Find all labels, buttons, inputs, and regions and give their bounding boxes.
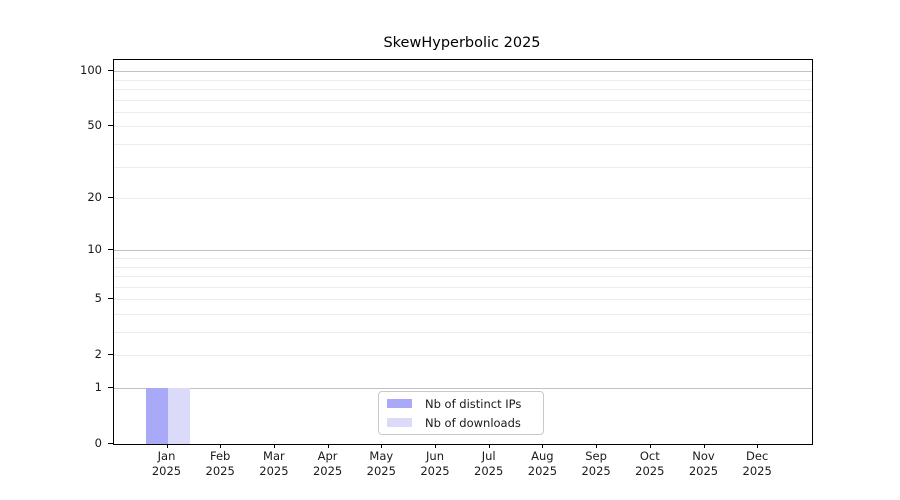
legend-item-downloads: Nb of downloads xyxy=(387,415,543,431)
legend: Nb of distinct IPs Nb of downloads xyxy=(378,391,544,435)
legend-swatch-distinct-ips xyxy=(387,399,412,408)
y-tick-label: 0 xyxy=(94,436,102,450)
x-tick-month: Feb xyxy=(210,449,231,463)
x-tick-label: Sep 2025 xyxy=(568,449,624,479)
x-tick-month: Jun xyxy=(426,449,444,463)
x-tick-label: Jun 2025 xyxy=(407,449,463,479)
legend-label-distinct-ips: Nb of distinct IPs xyxy=(425,396,522,411)
y-tick-mark xyxy=(108,125,113,127)
y-tick-label: 1 xyxy=(94,380,102,394)
minor-gridline xyxy=(114,276,812,277)
x-tick-year: 2025 xyxy=(259,464,289,478)
x-tick-label: Aug 2025 xyxy=(514,449,570,479)
minor-gridline xyxy=(114,198,812,200)
minor-gridline xyxy=(114,258,812,259)
x-tick-mark xyxy=(703,444,705,448)
minor-gridline xyxy=(114,332,812,333)
x-tick-label: Feb 2025 xyxy=(192,449,248,479)
y-tick-mark xyxy=(108,387,113,388)
x-tick-label: Mar 2025 xyxy=(246,449,302,479)
x-tick-label: Oct 2025 xyxy=(622,449,678,479)
major-gridline xyxy=(114,388,812,389)
minor-gridline xyxy=(114,286,812,288)
x-tick-month: Sep xyxy=(585,449,607,463)
x-tick-label: Apr 2025 xyxy=(300,449,356,479)
x-tick-year: 2025 xyxy=(688,464,719,478)
x-tick-year: 2025 xyxy=(366,464,396,478)
legend-label-downloads: Nb of downloads xyxy=(425,415,521,430)
x-tick-mark xyxy=(596,444,598,448)
plot-area xyxy=(113,59,813,445)
x-tick-year: 2025 xyxy=(527,464,558,478)
y-tick-mark xyxy=(108,443,113,444)
minor-gridline xyxy=(114,299,812,301)
x-tick-mark xyxy=(542,444,544,448)
x-tick-mark xyxy=(220,444,222,448)
bar-jan-downloads xyxy=(167,388,190,444)
bar-jan-distinct-ips xyxy=(145,388,168,444)
y-tick-label: 50 xyxy=(87,118,102,133)
minor-gridline xyxy=(114,111,812,113)
x-tick-mark xyxy=(488,444,490,448)
x-tick-mark xyxy=(757,444,759,448)
minor-gridline xyxy=(114,266,812,268)
minor-gridline xyxy=(114,314,812,315)
x-tick-label: Nov 2025 xyxy=(676,449,732,479)
y-tick-label: 10 xyxy=(87,242,102,257)
x-tick-mark xyxy=(381,444,383,448)
minor-gridline xyxy=(114,144,812,145)
y-tick-mark xyxy=(108,298,113,300)
major-gridline xyxy=(114,250,812,252)
minor-gridline xyxy=(114,166,812,168)
x-tick-label: Jan 2025 xyxy=(139,449,195,479)
x-tick-year: 2025 xyxy=(474,464,504,478)
x-tick-month: May xyxy=(369,449,394,463)
y-tick-label: 2 xyxy=(94,347,102,362)
y-tick-mark xyxy=(108,197,113,199)
minor-gridline xyxy=(114,355,812,357)
x-tick-month: Dec xyxy=(746,449,769,463)
x-tick-year: 2025 xyxy=(742,464,772,478)
x-tick-year: 2025 xyxy=(312,464,343,478)
x-tick-label: May 2025 xyxy=(353,449,409,479)
x-tick-year: 2025 xyxy=(205,464,235,478)
x-tick-mark xyxy=(166,444,168,448)
legend-item-distinct-ips: Nb of distinct IPs xyxy=(387,396,543,412)
x-tick-month: Jan xyxy=(157,449,176,463)
minor-gridline xyxy=(114,89,812,90)
x-tick-month: Apr xyxy=(317,449,338,463)
x-tick-label: Jul 2025 xyxy=(461,449,517,479)
y-tick-label: 20 xyxy=(87,190,102,205)
x-tick-year: 2025 xyxy=(581,464,611,478)
chart-title: SkewHyperbolic 2025 xyxy=(383,35,541,51)
y-tick-mark xyxy=(108,249,113,251)
x-tick-mark xyxy=(435,444,436,448)
x-tick-month: Jul xyxy=(481,449,496,463)
x-tick-mark xyxy=(327,444,329,448)
minor-gridline xyxy=(114,126,812,128)
y-tick-mark xyxy=(108,70,113,72)
y-tick-mark xyxy=(108,354,113,356)
major-gridline xyxy=(114,71,812,73)
x-tick-mark xyxy=(649,444,651,448)
minor-gridline xyxy=(114,99,812,101)
x-tick-month: Nov xyxy=(692,449,715,463)
x-tick-label: Dec 2025 xyxy=(729,449,785,479)
x-tick-year: 2025 xyxy=(151,464,182,478)
x-tick-year: 2025 xyxy=(420,464,450,478)
x-tick-month: Mar xyxy=(263,449,285,463)
legend-swatch-downloads xyxy=(387,418,412,427)
x-tick-month: Oct xyxy=(639,449,660,463)
y-tick-label: 100 xyxy=(80,63,102,78)
minor-gridline xyxy=(114,79,812,81)
y-tick-label: 5 xyxy=(94,291,102,306)
x-tick-mark xyxy=(273,444,275,448)
x-tick-month: Aug xyxy=(531,449,554,463)
x-tick-year: 2025 xyxy=(635,464,665,478)
